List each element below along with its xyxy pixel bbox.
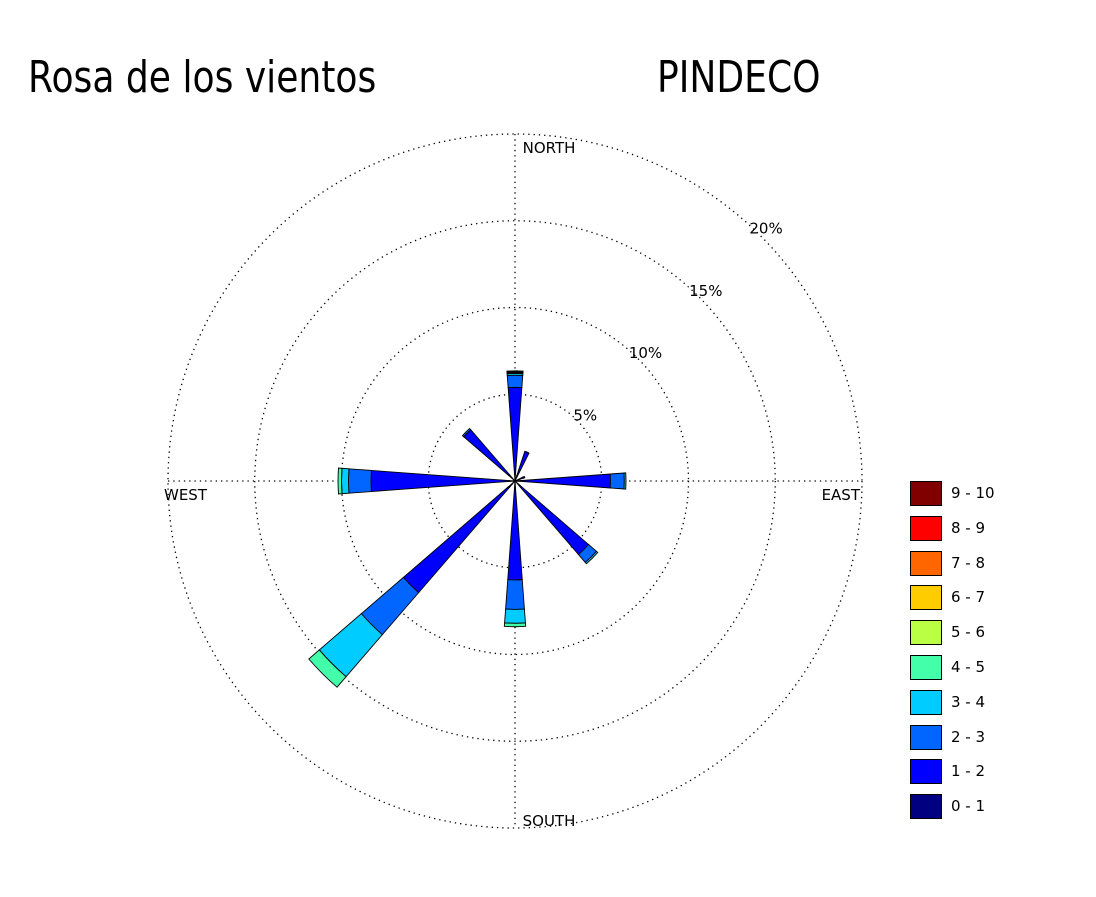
station-name: PINDECO [657,52,821,103]
legend-swatch [910,585,942,611]
petal-135 [514,480,599,565]
wind-petals [308,370,627,688]
petal-segment [461,427,472,438]
petal-segment [347,468,372,494]
petal-180 [503,480,527,628]
chart-title: Rosa de los vientos [28,52,377,103]
petal-segment [463,429,510,476]
legend-swatch [910,550,942,576]
legend-swatch [910,620,942,646]
legend-label: 2 - 3 [951,727,986,746]
legend-swatch [910,724,942,750]
legend-label: 6 - 7 [951,588,986,607]
petal-segment [506,370,524,373]
petal-90 [514,472,627,490]
legend-swatch [910,759,942,785]
petal-segment [507,386,523,475]
legend-swatch [910,794,942,820]
legend-label: 9 - 10 [951,484,995,502]
petal-segment [507,480,516,489]
legend-swatch [910,689,942,715]
compass-label-west: WEST [164,486,208,504]
petal-segment [514,480,521,487]
petal-segment [505,579,525,610]
grid-ring-15 [254,220,776,742]
legend-label: 7 - 8 [951,553,986,572]
petal-segment [518,484,590,556]
petal-segment [503,622,527,628]
radial-tick-label: 20% [749,219,782,237]
petal-segment [519,473,611,489]
petal-segment [370,469,511,493]
petal-0 [506,370,524,482]
axis-labels: NORTH SOUTH EAST WEST 5% 10% 15% 20% [164,139,861,830]
petal-segment [609,472,625,490]
petal-segment [524,450,530,454]
petal-segment [584,550,599,565]
radial-tick-label: 10% [629,344,662,362]
legend-label: 0 - 1 [951,797,986,816]
legend-swatch [910,654,942,680]
petal-segment [308,649,347,688]
petal-segment [522,475,526,479]
petal-22.5 [514,450,530,482]
petal-segment [623,472,627,490]
petal-270 [337,467,516,495]
radial-tick-label: 5% [573,407,597,425]
legend-swatch [910,481,942,506]
petal-segment [516,450,530,477]
petal-segment [507,473,516,482]
petal-segment [506,374,524,389]
compass-label-east: EAST [822,486,861,504]
legend-label: 1 - 2 [951,762,986,781]
petal-225 [308,480,516,688]
grid-ring-20 [167,133,863,829]
radial-tick-label: 15% [689,282,722,300]
petal-segment [504,608,526,624]
legend-label: 8 - 9 [951,518,986,537]
petal-67.5 [514,475,526,482]
petal-segment [337,467,343,495]
legend-swatch [910,515,942,541]
petal-segment [402,486,510,594]
petal-segment [341,467,350,495]
compass-label-south: SOUTH [523,812,576,830]
compass-label-north: NORTH [523,139,576,157]
legend-label: 5 - 6 [951,623,986,642]
petal-segment [507,487,523,581]
legend-label: 3 - 4 [951,692,986,711]
legend-label: 4 - 5 [951,657,986,676]
petal-315 [461,427,516,482]
